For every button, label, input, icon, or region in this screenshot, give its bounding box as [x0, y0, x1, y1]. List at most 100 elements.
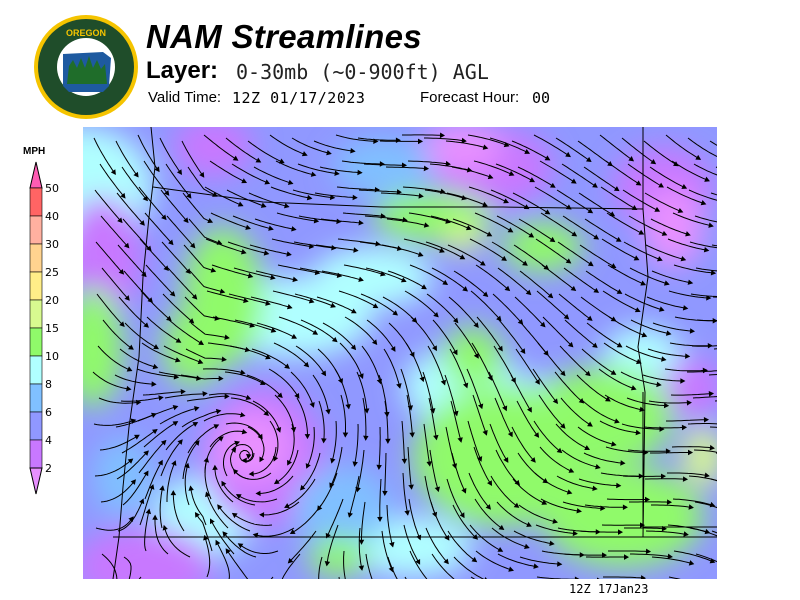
streamline-arrowhead — [117, 217, 123, 224]
streamline — [512, 478, 547, 505]
streamline — [555, 137, 592, 162]
streamline — [510, 374, 532, 412]
streamline-arrowhead — [312, 329, 319, 335]
streamline-arrowhead — [166, 315, 172, 322]
streamline-arrowhead — [239, 369, 246, 375]
streamline — [667, 472, 709, 477]
streamline — [290, 371, 314, 408]
streamline-arrowhead — [245, 224, 252, 230]
streamline — [454, 322, 479, 359]
streamline — [236, 494, 278, 503]
streamline-arrowhead — [635, 180, 642, 186]
streamline-arrowhead — [703, 416, 710, 423]
streamline-arrowhead — [633, 255, 640, 261]
streamline — [117, 499, 144, 532]
streamline — [605, 160, 641, 186]
streamline-arrowhead — [530, 457, 536, 463]
streamline — [203, 134, 238, 161]
streamline — [512, 192, 550, 215]
wind-speed-region — [533, 367, 673, 467]
streamline-arrowhead — [471, 556, 478, 563]
streamline — [599, 420, 640, 434]
streamline-arrowhead — [709, 444, 715, 451]
layer-label: Layer: — [146, 57, 219, 84]
streamline-arrowhead — [700, 200, 707, 206]
streamline — [284, 478, 316, 508]
streamline-arrowhead — [640, 575, 647, 579]
streamline-arrowhead — [141, 271, 147, 278]
streamline-arrowhead — [687, 279, 694, 285]
streamline-arrowhead — [277, 392, 283, 399]
streamline-arrowhead — [331, 336, 338, 343]
svg-text:OREGON: OREGON — [66, 28, 106, 38]
streamline-arrowhead — [421, 284, 427, 290]
wind-speed-region — [213, 412, 293, 482]
streamline-arrowhead — [487, 173, 494, 180]
streamline — [688, 475, 717, 482]
streamline — [649, 166, 687, 189]
streamline — [97, 345, 132, 372]
streamline-arrowhead — [153, 344, 159, 350]
streamline — [255, 270, 298, 281]
streamline — [231, 443, 254, 462]
streamline — [249, 446, 277, 475]
streamline — [356, 371, 368, 413]
streamline-arrowhead — [418, 138, 424, 145]
streamline-arrowhead — [681, 184, 688, 189]
streamline — [430, 215, 471, 230]
streamline — [269, 420, 279, 461]
streamline — [555, 423, 590, 450]
streamline — [187, 166, 218, 197]
streamline-arrowhead — [602, 552, 608, 558]
streamline-arrowhead — [710, 270, 717, 276]
streamline-arrowhead — [704, 472, 710, 478]
streamline — [335, 134, 378, 142]
streamline-arrowhead — [247, 272, 254, 279]
streamline-arrowhead — [504, 285, 511, 292]
streamline-arrowhead — [154, 166, 160, 173]
streamline-arrowhead — [501, 255, 507, 261]
streamline — [426, 293, 459, 323]
streamline-arrowhead — [324, 560, 331, 567]
streamline-arrowhead — [241, 428, 248, 435]
streamline — [562, 501, 605, 509]
streamline — [387, 270, 427, 290]
streamline — [383, 348, 401, 388]
streamline — [424, 137, 466, 142]
streamline — [142, 391, 185, 396]
streamline — [221, 481, 256, 506]
streamline — [468, 472, 491, 510]
streamline — [114, 374, 156, 385]
streamline — [100, 479, 136, 503]
streamline-arrowhead — [595, 463, 601, 470]
streamline — [608, 550, 651, 553]
streamline-arrowhead — [192, 422, 199, 427]
streamline-arrowhead — [442, 279, 449, 285]
streamline — [511, 140, 550, 161]
streamline-arrowhead — [143, 470, 149, 477]
streamline — [101, 553, 118, 579]
streamline — [564, 319, 598, 348]
streamline — [620, 371, 661, 386]
streamline — [583, 166, 619, 192]
streamline — [489, 137, 530, 154]
streamline-arrowhead — [585, 370, 591, 377]
legend-swatch — [29, 271, 43, 301]
wind-speed-region — [163, 307, 223, 387]
wind-speed-region — [443, 222, 483, 252]
streamline-arrowhead — [666, 499, 673, 505]
streamline — [473, 446, 492, 486]
streamline-arrowhead — [358, 539, 365, 545]
streamline — [181, 140, 205, 178]
streamline-arrowhead — [703, 246, 710, 253]
streamline-arrowhead — [270, 327, 277, 333]
streamline — [448, 296, 479, 328]
streamline — [205, 238, 246, 254]
streamline-arrowhead — [170, 490, 177, 496]
streamline — [232, 513, 273, 526]
streamline — [687, 137, 717, 157]
streamline — [251, 348, 290, 369]
streamline — [381, 244, 423, 257]
streamline-arrowhead — [358, 220, 364, 226]
streamline-arrowhead — [479, 260, 486, 266]
